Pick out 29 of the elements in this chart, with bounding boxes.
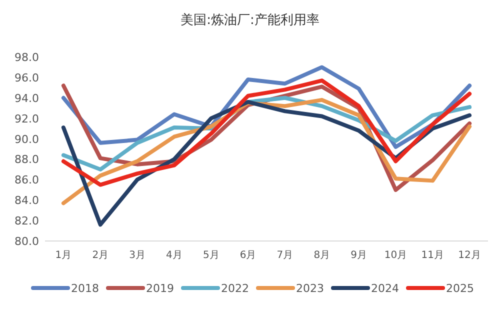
legend-label: 2019 [146,282,174,295]
y-tick-label: 98.0 [14,51,39,64]
x-tick-label: 5月 [202,250,220,261]
y-tick-label: 90.0 [14,132,39,146]
y-tick-label: 94.0 [14,92,39,105]
x-tick-label: 8月 [314,250,330,261]
y-tick-label: 96.0 [14,71,39,84]
legend-label: 2024 [371,282,399,295]
x-tick-label: 2月 [92,250,109,261]
legend-label: 2025 [446,282,474,295]
legend-label: 2018 [71,282,99,295]
chart-title: 美国:炼油厂:产能利用率 [180,12,320,28]
legend-label: 2023 [296,282,324,295]
y-tick-label: 88.0 [14,153,39,166]
x-tick-label: 6月 [240,250,256,261]
x-tick-label: 4月 [166,250,182,261]
x-tick-label: 12月 [458,250,481,261]
x-tick-label: 7月 [276,250,294,261]
x-tick-label: 11月 [421,250,444,261]
x-tick-label: 9月 [350,250,367,261]
x-tick-label: 3月 [129,250,146,261]
y-tick-label: 82.0 [14,214,39,228]
y-tick-label: 84.0 [14,194,39,208]
legend-label: 2022 [221,282,249,295]
x-tick-label: 10月 [384,250,408,261]
y-tick-label: 92.0 [14,112,39,126]
x-tick-label: 1月 [55,250,72,261]
y-tick-label: 86.0 [14,174,39,187]
y-tick-label: 80.0 [14,235,39,248]
